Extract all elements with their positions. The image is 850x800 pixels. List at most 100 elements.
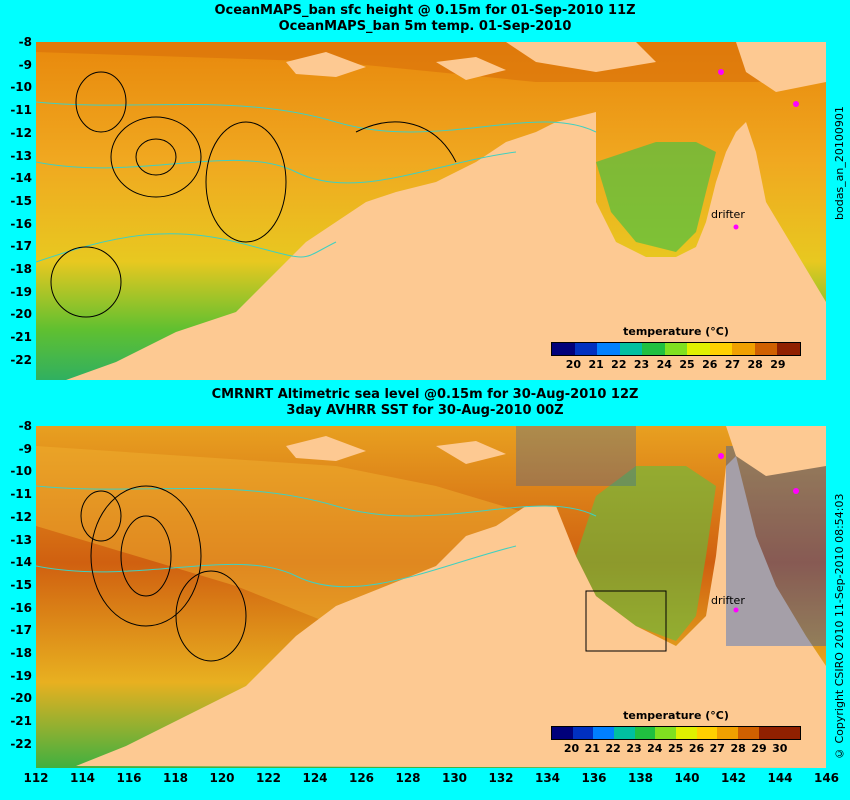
- colorbar-tick-label: 25: [668, 742, 684, 755]
- australia-land: [66, 112, 826, 380]
- colorbar-swatch: [676, 727, 697, 739]
- x-tick-label: 128: [395, 771, 421, 785]
- y-tick-label: -9: [18, 441, 32, 456]
- colorbar-tick-label: 28: [747, 358, 763, 371]
- bottom-map-panel: drifter temperature (°C) 20 21 22 23 24 25 26 2…: [36, 426, 826, 768]
- y-tick-label: -17: [10, 623, 32, 638]
- y-tick-label: -14: [10, 555, 32, 570]
- y-tick-label: -12: [10, 125, 32, 140]
- colorbar-swatch: [709, 343, 733, 355]
- top-colorbar-strip: [551, 342, 801, 356]
- y-tick-label: -8: [18, 35, 32, 49]
- y-tick-label: -11: [10, 103, 32, 118]
- colorbar-swatch: [593, 727, 615, 739]
- x-tick-label: 136: [581, 771, 607, 785]
- colorbar-tick-label: 29: [770, 358, 786, 371]
- x-tick-label: 122: [255, 771, 282, 785]
- colorbar-tick-label: 22: [611, 358, 627, 371]
- top-map-panel: drifter temperature (°C) 20 21 22 23 24 25 26 2…: [36, 42, 826, 380]
- island-3: [506, 42, 656, 72]
- drifter-marker: [793, 101, 799, 107]
- top-colorbar-title: temperature (°C): [623, 325, 729, 338]
- x-tick-label: 116: [116, 771, 142, 785]
- colorbar-swatch: [687, 343, 710, 355]
- colorbar-swatch: [614, 727, 635, 739]
- y-tick-label: -22: [10, 352, 32, 367]
- colorbar-swatch: [619, 343, 643, 355]
- x-tick-label: 142: [720, 771, 747, 785]
- x-tick-label: 130: [441, 771, 468, 785]
- colorbar-swatch: [738, 727, 759, 739]
- bottom-drifter-label: drifter: [711, 594, 745, 607]
- colorbar-swatch: [634, 727, 656, 739]
- colorbar-swatch: [777, 343, 801, 355]
- bottom-title-line1: CMRNRT Altimetric sea level @0.15m for 3…: [211, 387, 639, 402]
- bottom-map-svg: [36, 426, 826, 768]
- colorbar-swatch: [696, 727, 718, 739]
- colorbar-swatch: [655, 727, 677, 739]
- y-tick-label: -15: [10, 193, 32, 208]
- australia-land: [76, 456, 826, 768]
- x-tick-label: 134: [534, 771, 561, 785]
- island-1: [286, 52, 366, 77]
- colorbar-swatch: [572, 727, 594, 739]
- colorbar-tick-label: 29: [751, 742, 767, 755]
- colorbar-swatch: [758, 727, 780, 739]
- x-tick-label: 140: [674, 771, 700, 785]
- colorbar-swatch: [642, 343, 665, 355]
- colorbar-swatch: [597, 343, 620, 355]
- bottom-colorbar-ticks: 20 21 22 23 24 25 26 27 28 29 30: [551, 740, 801, 755]
- colorbar-tick-label: 21: [584, 742, 600, 755]
- y-tick-label: -14: [10, 171, 32, 186]
- y-tick-label: -20: [10, 691, 32, 706]
- x-tick-label: 132: [488, 771, 514, 785]
- y-tick-label: -13: [10, 532, 32, 547]
- bottom-title-line2: 3day AVHRR SST for 30-Aug-2010 00Z: [286, 403, 564, 418]
- drifter-marker: [733, 607, 739, 613]
- colorbar-swatch: [732, 343, 755, 355]
- colorbar-swatch: [552, 343, 575, 355]
- colorbar-swatch: [552, 727, 573, 739]
- top-drifter-label: drifter: [711, 208, 745, 221]
- colorbar-tick-label: 20: [565, 358, 582, 371]
- x-tick-label: 138: [627, 771, 654, 785]
- y-tick-label: -17: [10, 239, 32, 254]
- top-colorbar-ticks: 20 21 22 23 24 25 26 27 28 29: [551, 356, 801, 371]
- y-tick-label: -9: [18, 57, 32, 72]
- colorbar-tick-label: 22: [605, 742, 621, 755]
- x-tick-label: 146: [813, 771, 840, 785]
- bottom-colorbar: temperature (°C) 20 21 22 23 24 25 26 27 28 29 30: [551, 709, 801, 755]
- x-tick-label: 112: [23, 771, 49, 785]
- y-tick-label: -12: [10, 509, 32, 524]
- y-tick-label: -8: [18, 419, 32, 433]
- top-side-label: bodas_an_20100901: [833, 106, 846, 220]
- y-tick-label: -10: [10, 464, 32, 479]
- bottom-colorbar-strip: [551, 726, 801, 740]
- y-tick-label: -13: [10, 148, 32, 163]
- colorbar-tick-label: 24: [647, 742, 663, 755]
- colorbar-tick-label: 27: [724, 358, 741, 371]
- y-tick-label: -10: [10, 80, 32, 95]
- drifter-marker: [793, 488, 799, 494]
- drifter-marker: [733, 224, 739, 230]
- x-tick-label: 120: [209, 771, 235, 785]
- y-tick-label: -22: [10, 736, 32, 751]
- colorbar-tick-label: 30: [772, 742, 788, 755]
- colorbar-tick-label: 26: [702, 358, 718, 371]
- colorbar-tick-label: 21: [588, 358, 604, 371]
- colorbar-tick-label: 25: [679, 358, 695, 371]
- y-tick-label: -11: [10, 487, 32, 502]
- y-tick-label: -16: [10, 600, 32, 615]
- x-tick-label: 114: [69, 771, 96, 785]
- colorbar-swatch: [664, 343, 688, 355]
- island-2: [436, 57, 506, 80]
- colorbar-tick-label: 26: [688, 742, 705, 755]
- new-guinea-land: [736, 42, 826, 92]
- bottom-colorbar-title: temperature (°C): [623, 709, 729, 722]
- colorbar-tick-label: 27: [709, 742, 725, 755]
- colorbar-swatch: [779, 727, 801, 739]
- drifter-marker: [718, 453, 724, 459]
- x-tick-label: 124: [302, 771, 328, 785]
- drifter-marker: [718, 69, 724, 75]
- colorbar-tick-label: 20: [563, 742, 580, 755]
